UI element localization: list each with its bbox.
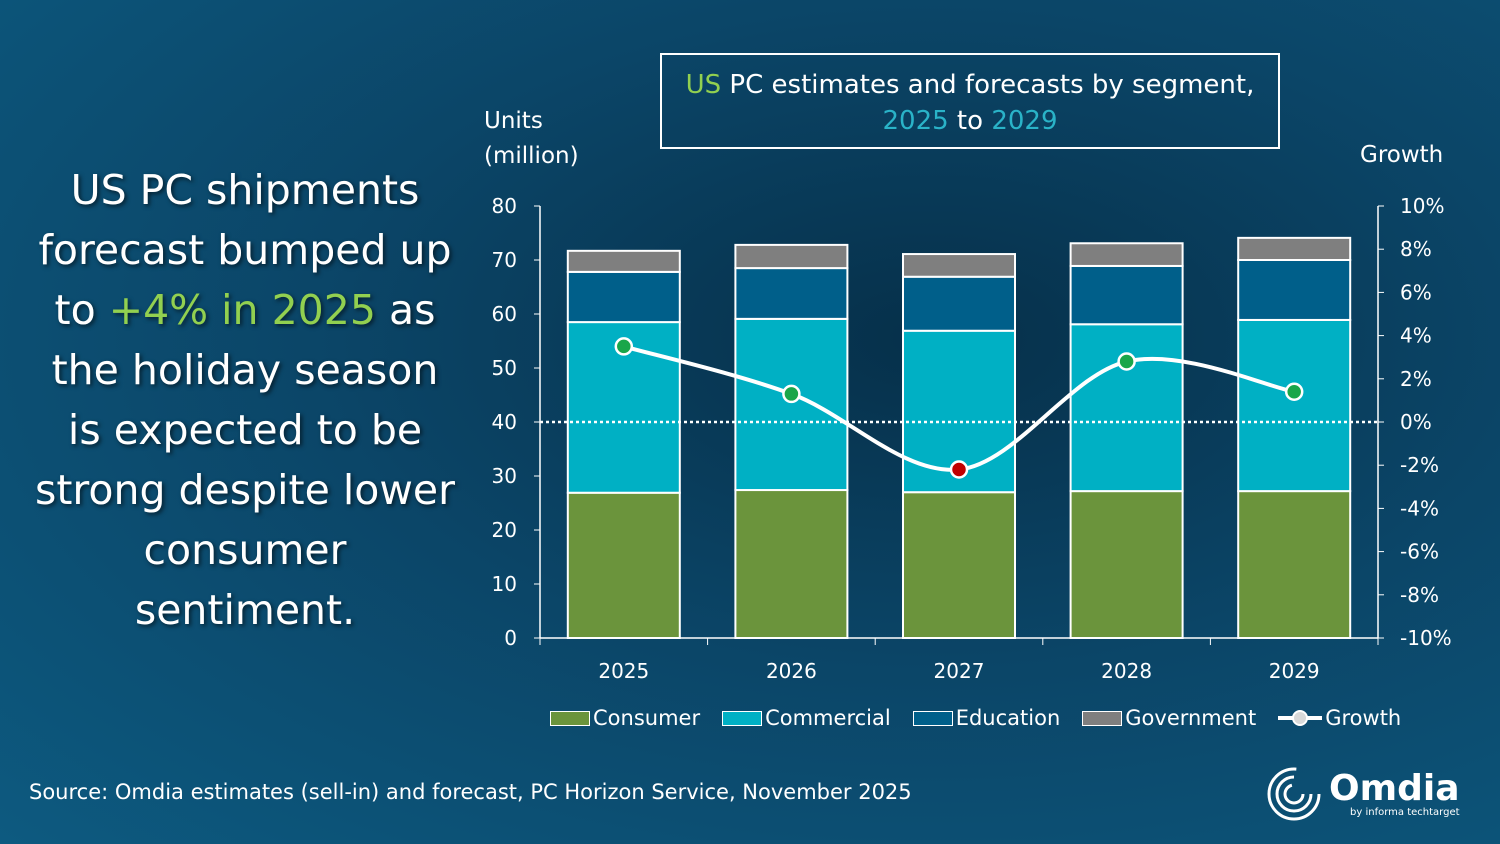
- source-note: Source: Omdia estimates (sell-in) and fo…: [29, 780, 912, 804]
- chart-title: US PC estimates and forecasts by segment…: [660, 53, 1280, 149]
- bar-education-2028: [1069, 264, 1184, 326]
- legend-swatch: [1082, 710, 1123, 726]
- omdia-logo: Omdia by informa techtarget: [1265, 765, 1460, 823]
- y-tick-label: 30: [492, 464, 517, 488]
- legend-item-consumer: Consumer: [550, 706, 700, 730]
- legend-line-marker: [1278, 710, 1323, 726]
- legend-label: Government: [1125, 706, 1257, 730]
- y-tick-label: 60: [492, 302, 517, 326]
- y2-tick-label: 10%: [1400, 194, 1444, 218]
- x-tick-label: 2029: [1269, 659, 1320, 683]
- bar-government-2027: [902, 253, 1016, 278]
- x-tick-label: 2026: [766, 659, 817, 683]
- bar-consumer-2027: [902, 491, 1016, 640]
- y2-tick-label: -8%: [1400, 583, 1439, 607]
- legend-label: Education: [955, 706, 1061, 730]
- omdia-logo-icon: [1267, 767, 1321, 821]
- bar-consumer-2029: [1237, 490, 1352, 639]
- legend-swatch: [722, 710, 763, 726]
- bar-education-2026: [734, 267, 849, 320]
- bar-government-2026: [734, 243, 849, 270]
- y2-tick-label: 4%: [1400, 324, 1432, 348]
- y2-tick-label: -2%: [1400, 453, 1439, 477]
- growth-point-2027: [949, 460, 969, 479]
- y-axis-label: Units (million): [484, 108, 579, 169]
- y-tick-label: 10: [492, 572, 517, 596]
- y2-tick-label: 6%: [1400, 280, 1432, 304]
- legend-item-growth: Growth: [1278, 706, 1401, 730]
- growth-point-2025: [614, 337, 634, 356]
- legend-label: Growth: [1325, 706, 1402, 730]
- legend-swatch: [912, 710, 953, 726]
- legend: Consumer Commercial Education Government Gro…: [550, 706, 1401, 730]
- y2-tick-label: -4%: [1400, 496, 1439, 520]
- y2-tick-label: 8%: [1400, 237, 1432, 261]
- legend-item-education: Education: [912, 706, 1061, 730]
- bar-government-2029: [1237, 236, 1352, 261]
- x-tick-label: 2027: [934, 659, 985, 683]
- growth-point-2028: [1117, 352, 1136, 371]
- y2-tick-label: 0%: [1400, 410, 1432, 434]
- bar-commercial-2028: [1069, 323, 1184, 493]
- bar-consumer-2028: [1069, 490, 1184, 639]
- bar-consumer-2026: [734, 489, 849, 640]
- y-tick-label: 0: [504, 626, 517, 650]
- bar-education-2027: [902, 275, 1016, 332]
- x-tick-label: 2028: [1101, 659, 1152, 683]
- y2-tick-label: 2%: [1400, 367, 1432, 391]
- y-tick-label: 70: [492, 248, 517, 272]
- growth-point-2029: [1284, 382, 1304, 402]
- headline-highlight: +4% in 2025: [108, 286, 376, 334]
- y-tick-label: 80: [492, 194, 517, 218]
- growth-point-2026: [782, 384, 801, 404]
- bar-education-2029: [1237, 259, 1352, 321]
- bar-government-2028: [1069, 242, 1184, 267]
- y-tick-label: 20: [492, 518, 517, 542]
- y2-axis-label: Growth: [1360, 142, 1444, 168]
- bar-commercial-2029: [1237, 318, 1352, 493]
- bar-education-2025: [566, 270, 681, 324]
- y-tick-label: 50: [492, 356, 517, 380]
- legend-label: Commercial: [765, 706, 891, 730]
- bar-consumer-2025: [566, 491, 681, 639]
- headline: US PC shipments forecast bumped up to +4…: [35, 166, 455, 634]
- bar-government-2025: [566, 249, 681, 273]
- legend-swatch: [550, 710, 590, 726]
- legend-label: Consumer: [593, 706, 701, 730]
- legend-item-government: Government: [1082, 706, 1256, 730]
- y2-tick-label: -6%: [1400, 540, 1439, 564]
- legend-item-commercial: Commercial: [722, 706, 891, 730]
- y-tick-label: 40: [492, 410, 517, 434]
- bar-commercial-2026: [734, 317, 849, 492]
- x-tick-label: 2025: [598, 659, 649, 683]
- y2-tick-label: -10%: [1400, 626, 1452, 650]
